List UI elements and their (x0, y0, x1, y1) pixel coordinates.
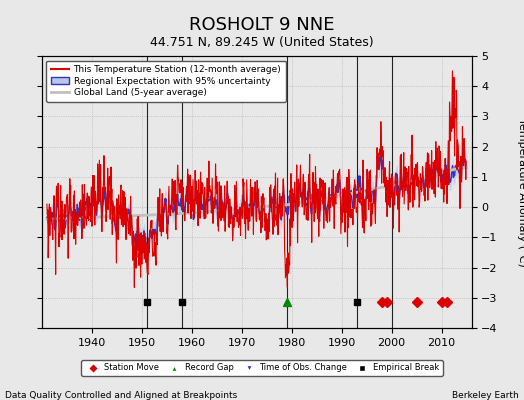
Legend: Station Move, Record Gap, Time of Obs. Change, Empirical Break: Station Move, Record Gap, Time of Obs. C… (81, 360, 443, 376)
Text: Data Quality Controlled and Aligned at Breakpoints: Data Quality Controlled and Aligned at B… (5, 391, 237, 400)
Text: Berkeley Earth: Berkeley Earth (452, 391, 519, 400)
Y-axis label: Temperature Anomaly (°C): Temperature Anomaly (°C) (517, 118, 524, 266)
Legend: This Temperature Station (12-month average), Regional Expectation with 95% uncer: This Temperature Station (12-month avera… (47, 60, 286, 102)
Text: 44.751 N, 89.245 W (United States): 44.751 N, 89.245 W (United States) (150, 36, 374, 49)
Text: ROSHOLT 9 NNE: ROSHOLT 9 NNE (189, 16, 335, 34)
